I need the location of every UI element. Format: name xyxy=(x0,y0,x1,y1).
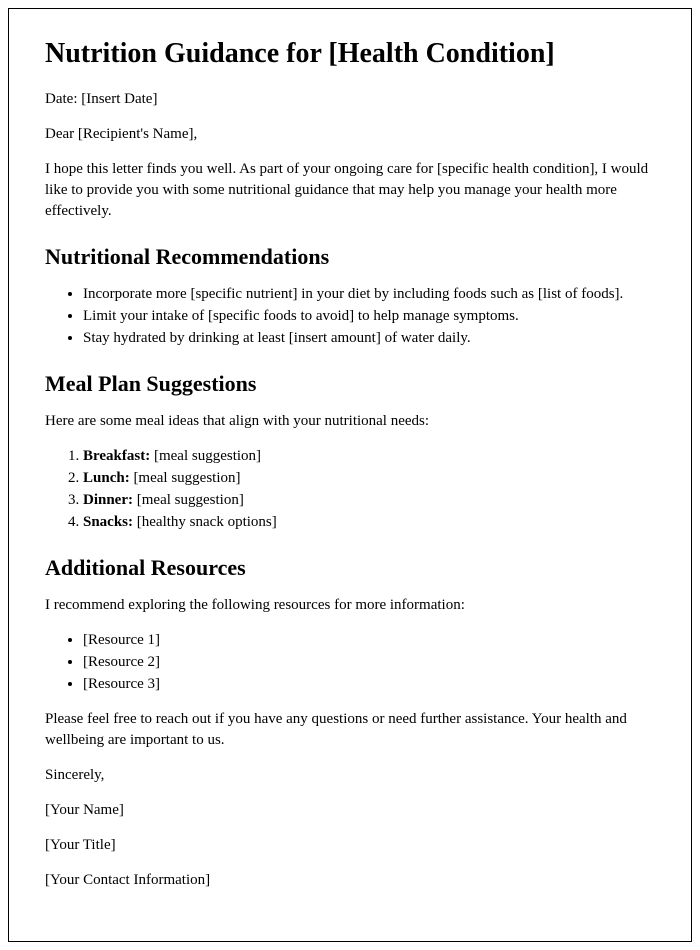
list-item: [Resource 3] xyxy=(83,674,655,695)
date-line: Date: [Insert Date] xyxy=(45,89,655,110)
meal-value: [healthy snack options] xyxy=(133,514,277,530)
section-heading-resources: Additional Resources xyxy=(45,555,655,581)
closing-paragraph: Please feel free to reach out if you hav… xyxy=(45,709,655,751)
meal-label: Dinner: xyxy=(83,492,133,508)
signature-contact: [Your Contact Information] xyxy=(45,870,655,891)
list-item: Limit your intake of [specific foods to … xyxy=(83,306,655,327)
meals-list: Breakfast: [meal suggestion] Lunch: [mea… xyxy=(83,446,655,533)
resources-list: [Resource 1] [Resource 2] [Resource 3] xyxy=(83,630,655,695)
meal-label: Lunch: xyxy=(83,470,130,486)
document-page: Nutrition Guidance for [Health Condition… xyxy=(8,8,692,942)
meal-label: Snacks: xyxy=(83,514,133,530)
section-heading-meals: Meal Plan Suggestions xyxy=(45,371,655,397)
page-title: Nutrition Guidance for [Health Condition… xyxy=(45,37,655,71)
signature-title: [Your Title] xyxy=(45,835,655,856)
signoff: Sincerely, xyxy=(45,765,655,786)
list-item: Stay hydrated by drinking at least [inse… xyxy=(83,328,655,349)
meal-value: [meal suggestion] xyxy=(133,492,244,508)
resources-intro: I recommend exploring the following reso… xyxy=(45,595,655,616)
salutation: Dear [Recipient's Name], xyxy=(45,124,655,145)
list-item: Dinner: [meal suggestion] xyxy=(83,490,655,511)
meals-intro: Here are some meal ideas that align with… xyxy=(45,411,655,432)
list-item: [Resource 2] xyxy=(83,652,655,673)
intro-paragraph: I hope this letter finds you well. As pa… xyxy=(45,159,655,222)
section-heading-recommendations: Nutritional Recommendations xyxy=(45,244,655,270)
list-item: Incorporate more [specific nutrient] in … xyxy=(83,284,655,305)
list-item: [Resource 1] xyxy=(83,630,655,651)
recommendations-list: Incorporate more [specific nutrient] in … xyxy=(83,284,655,349)
list-item: Snacks: [healthy snack options] xyxy=(83,512,655,533)
list-item: Breakfast: [meal suggestion] xyxy=(83,446,655,467)
meal-value: [meal suggestion] xyxy=(150,448,261,464)
signature-name: [Your Name] xyxy=(45,800,655,821)
meal-value: [meal suggestion] xyxy=(130,470,241,486)
meal-label: Breakfast: xyxy=(83,448,150,464)
signature-block: [Your Name] [Your Title] [Your Contact I… xyxy=(45,800,655,891)
list-item: Lunch: [meal suggestion] xyxy=(83,468,655,489)
